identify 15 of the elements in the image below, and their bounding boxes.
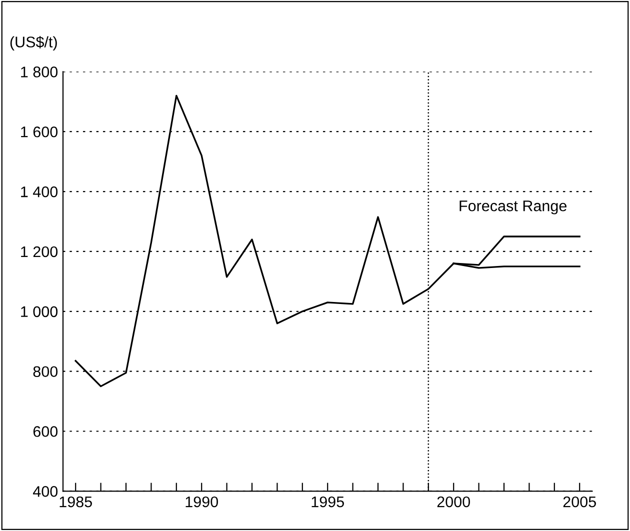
y-tick-label: 1 800 bbox=[21, 66, 58, 78]
annotation: Forecast Range bbox=[460, 200, 566, 214]
y-tick-label: 1 400 bbox=[21, 186, 58, 198]
y-axis-title: (US$/t) bbox=[10, 36, 57, 50]
y-tick-label: 400 bbox=[33, 486, 58, 497]
y-tick-label: 800 bbox=[33, 366, 58, 378]
x-tick-label: 2005 bbox=[563, 496, 596, 508]
x-tick-label: 2000 bbox=[437, 496, 470, 508]
y-tick-label: 1 200 bbox=[21, 246, 58, 258]
y-tick-label: 1 000 bbox=[21, 306, 58, 318]
x-tick-label: 1985 bbox=[60, 496, 92, 508]
x-tick-label: 1990 bbox=[186, 496, 218, 508]
x-tick-label: 1995 bbox=[312, 496, 344, 508]
y-tick-label: 600 bbox=[33, 426, 58, 437]
y-tick-label: 1 600 bbox=[21, 126, 58, 138]
